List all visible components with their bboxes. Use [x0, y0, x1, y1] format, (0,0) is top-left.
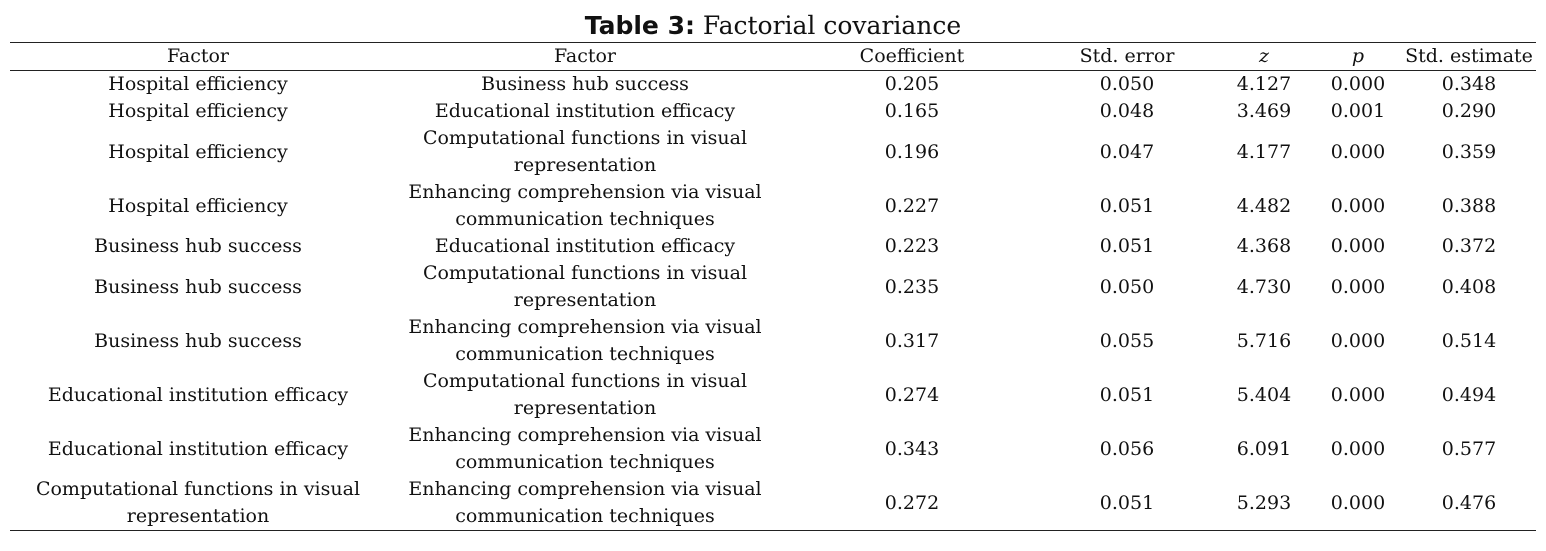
cell-z: 5.404 — [1236, 383, 1292, 406]
header-z: z — [1258, 45, 1269, 67]
table-row: Business hub success Computational functi… — [10, 260, 1536, 314]
cell-p: 0.000 — [1330, 194, 1386, 217]
cell-std-error: 0.050 — [1099, 73, 1155, 95]
cell-p: 0.001 — [1330, 100, 1386, 122]
cell-coefficient: 0.272 — [884, 491, 940, 514]
cell-factor-1: Hospital efficiency — [108, 140, 288, 163]
header-factor-1: Factor — [166, 45, 230, 67]
cell-factor-2: Enhancing comprehension via visual commu… — [408, 478, 762, 527]
cell-factor-2: Enhancing comprehension via visual commu… — [408, 181, 762, 230]
cell-p: 0.000 — [1330, 491, 1386, 514]
cell-z: 3.469 — [1236, 100, 1292, 122]
table-row: Hospital efficiency Enhancing comprehensi… — [10, 179, 1536, 233]
cell-std-error: 0.051 — [1099, 194, 1155, 217]
cell-factor-1: Computational functions in visual repres… — [35, 478, 361, 527]
table-caption: Table 3: Factorial covariance — [10, 10, 1536, 42]
cell-factor-1: Educational institution efficacy — [47, 383, 349, 406]
table-row: Educational institution efficacy Enhancin… — [10, 422, 1536, 476]
header-row: Factor Factor Coefficient Std. error z p… — [10, 42, 1536, 71]
cell-coefficient: 0.317 — [884, 329, 940, 352]
caption-label: Table 3: — [584, 11, 695, 40]
cell-std-error: 0.051 — [1099, 491, 1155, 514]
cell-coefficient: 0.196 — [884, 140, 940, 163]
header-std-estimate: Std. estimate — [1405, 45, 1533, 67]
table-row: Business hub success Educational institut… — [10, 233, 1536, 260]
cell-std-error: 0.050 — [1099, 275, 1155, 298]
header-coefficient: Coefficient — [859, 45, 965, 67]
cell-factor-2: Business hub success — [481, 73, 689, 95]
cell-p: 0.000 — [1330, 235, 1386, 257]
table-row: Hospital efficiency Computational functio… — [10, 125, 1536, 179]
cell-factor-2: Enhancing comprehension via visual commu… — [408, 424, 762, 473]
cell-factor-2: Computational functions in visual repres… — [422, 127, 748, 176]
cell-factor-2: Enhancing comprehension via visual commu… — [408, 316, 762, 365]
cell-std-estimate: 0.372 — [1441, 235, 1497, 257]
covariance-table: Factor Factor Coefficient Std. error z p… — [10, 42, 1536, 531]
cell-factor-1: Hospital efficiency — [108, 194, 288, 217]
cell-factor-1: Hospital efficiency — [108, 100, 288, 122]
cell-coefficient: 0.165 — [884, 100, 940, 122]
table-row: Computational functions in visual repres… — [10, 476, 1536, 531]
cell-std-estimate: 0.408 — [1441, 275, 1497, 298]
cell-p: 0.000 — [1330, 275, 1386, 298]
table-row: Hospital efficiency Business hub success 0… — [10, 71, 1536, 99]
header-factor-2: Factor — [553, 45, 617, 67]
cell-z: 4.482 — [1236, 194, 1292, 217]
table-row: Hospital efficiency Educational instituti… — [10, 98, 1536, 125]
cell-factor-2: Educational institution efficacy — [434, 100, 736, 122]
cell-std-estimate: 0.348 — [1441, 73, 1497, 95]
cell-z: 4.177 — [1236, 140, 1292, 163]
cell-z: 6.091 — [1236, 437, 1292, 460]
cell-z: 4.368 — [1236, 235, 1292, 257]
cell-factor-1: Educational institution efficacy — [47, 437, 349, 460]
table-row: Educational institution efficacy Computat… — [10, 368, 1536, 422]
table-body: Hospital efficiency Business hub success 0… — [10, 71, 1536, 531]
cell-factor-2: Computational functions in visual repres… — [422, 370, 748, 419]
cell-coefficient: 0.227 — [884, 194, 940, 217]
cell-factor-2: Computational functions in visual repres… — [422, 262, 748, 311]
caption-text: Factorial covariance — [694, 11, 962, 40]
cell-z: 5.293 — [1236, 491, 1292, 514]
cell-coefficient: 0.223 — [884, 235, 940, 257]
cell-std-estimate: 0.359 — [1441, 140, 1497, 163]
header-p: p — [1351, 45, 1365, 67]
header-std-error: Std. error — [1079, 45, 1175, 67]
cell-p: 0.000 — [1330, 437, 1386, 460]
cell-p: 0.000 — [1330, 140, 1386, 163]
cell-std-estimate: 0.476 — [1441, 491, 1497, 514]
cell-factor-1: Business hub success — [94, 275, 302, 298]
cell-std-estimate: 0.388 — [1441, 194, 1497, 217]
cell-z: 5.716 — [1236, 329, 1292, 352]
cell-coefficient: 0.205 — [884, 73, 940, 95]
cell-std-error: 0.051 — [1099, 235, 1155, 257]
cell-factor-1: Business hub success — [94, 235, 302, 257]
cell-std-error: 0.055 — [1099, 329, 1155, 352]
table-row: Business hub success Enhancing comprehens… — [10, 314, 1536, 368]
cell-std-error: 0.051 — [1099, 383, 1155, 406]
cell-std-estimate: 0.290 — [1441, 100, 1497, 122]
cell-z: 4.730 — [1236, 275, 1292, 298]
cell-coefficient: 0.235 — [884, 275, 940, 298]
cell-std-estimate: 0.494 — [1441, 383, 1497, 406]
cell-factor-1: Hospital efficiency — [108, 73, 288, 95]
cell-factor-2: Educational institution efficacy — [434, 235, 736, 257]
cell-coefficient: 0.343 — [884, 437, 940, 460]
cell-factor-1: Business hub success — [94, 329, 302, 352]
cell-p: 0.000 — [1330, 329, 1386, 352]
cell-std-estimate: 0.514 — [1441, 329, 1497, 352]
cell-std-error: 0.048 — [1099, 100, 1155, 122]
cell-p: 0.000 — [1330, 73, 1386, 95]
cell-coefficient: 0.274 — [884, 383, 940, 406]
cell-std-error: 0.047 — [1099, 140, 1155, 163]
table-container: Table 3: Factorial covariance Factor Fac… — [10, 10, 1536, 531]
cell-p: 0.000 — [1330, 383, 1386, 406]
cell-std-estimate: 0.577 — [1441, 437, 1497, 460]
cell-z: 4.127 — [1236, 73, 1292, 95]
cell-std-error: 0.056 — [1099, 437, 1155, 460]
